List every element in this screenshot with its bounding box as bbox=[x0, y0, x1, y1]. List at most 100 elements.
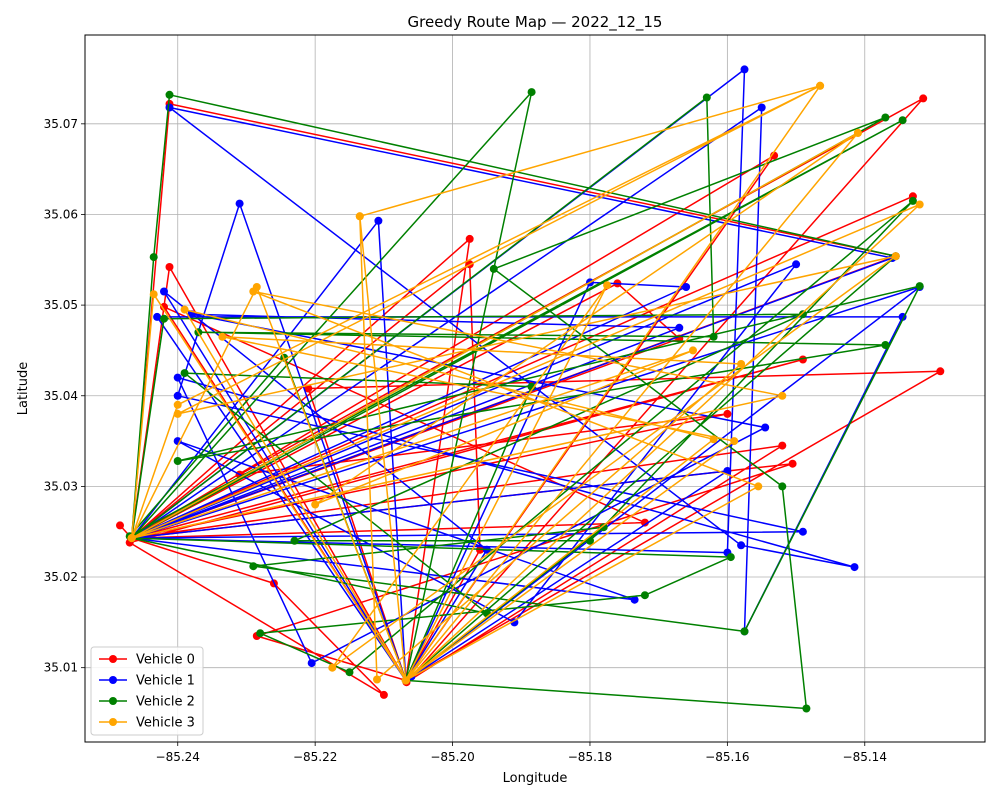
y-tick-label: 35.02 bbox=[44, 570, 78, 584]
route-point bbox=[160, 287, 168, 296]
route-line-vehicle-2 bbox=[128, 91, 921, 710]
route-point bbox=[290, 536, 299, 545]
route-point bbox=[355, 212, 364, 221]
route-point bbox=[603, 281, 612, 290]
route-point bbox=[908, 196, 917, 205]
route-point bbox=[816, 81, 825, 90]
route-point bbox=[898, 116, 907, 125]
x-tick-label: −85.24 bbox=[156, 750, 200, 764]
route-point bbox=[737, 360, 746, 368]
route-point bbox=[788, 459, 797, 468]
legend-item-vehicle-0: Vehicle 0 bbox=[99, 653, 195, 668]
y-tick-label: 35.03 bbox=[44, 479, 78, 493]
legend-label: Vehicle 1 bbox=[136, 674, 195, 689]
plot-frame bbox=[84, 34, 986, 743]
y-tick-label: 35.07 bbox=[44, 117, 78, 131]
route-point bbox=[754, 482, 763, 491]
route-point bbox=[778, 391, 787, 400]
x-tick-label: −85.14 bbox=[843, 750, 887, 764]
route-point bbox=[850, 563, 859, 572]
series-vehicle-1 bbox=[127, 65, 924, 685]
route-point bbox=[401, 676, 410, 685]
route-line-vehicle-3 bbox=[130, 85, 921, 682]
route-point bbox=[740, 65, 749, 74]
route-point bbox=[778, 441, 787, 450]
y-axis-label: Latitude bbox=[16, 362, 31, 416]
route-point bbox=[723, 409, 732, 418]
route-point bbox=[778, 482, 787, 491]
legend-label: Vehicle 2 bbox=[136, 695, 195, 710]
route-point bbox=[936, 367, 945, 376]
route-point bbox=[489, 264, 498, 273]
route-point bbox=[881, 341, 890, 349]
legend-marker bbox=[109, 676, 117, 684]
route-point bbox=[640, 518, 649, 527]
route-point bbox=[180, 369, 189, 378]
route-point bbox=[726, 553, 735, 562]
y-tick-label: 35.05 bbox=[44, 298, 78, 312]
route-point bbox=[915, 200, 924, 209]
route-point bbox=[599, 523, 608, 532]
route-point bbox=[345, 668, 354, 677]
y-tick-label: 35.04 bbox=[44, 389, 78, 403]
route-point bbox=[737, 541, 746, 550]
legend-box bbox=[90, 646, 204, 736]
route-point bbox=[757, 103, 766, 112]
legend: Vehicle 0 Vehicle 1 Vehicle 2 Vehicle 3 bbox=[90, 646, 204, 736]
route-line-vehicle-1 bbox=[130, 68, 921, 682]
route-point bbox=[853, 128, 862, 137]
route-point bbox=[630, 595, 639, 604]
route-point bbox=[116, 521, 124, 530]
route-point bbox=[709, 435, 718, 444]
route-point bbox=[328, 663, 337, 672]
route-point bbox=[640, 591, 649, 600]
route-point bbox=[127, 534, 136, 543]
route-point bbox=[891, 252, 900, 261]
route-point bbox=[761, 423, 770, 432]
route-point bbox=[373, 675, 381, 684]
route-point bbox=[527, 88, 536, 97]
route-point bbox=[218, 332, 227, 341]
route-point bbox=[798, 310, 807, 319]
series-vehicle-0 bbox=[116, 94, 945, 699]
route-point bbox=[730, 437, 739, 446]
route-point bbox=[675, 323, 684, 332]
x-tick-label: −85.16 bbox=[705, 750, 749, 764]
route-point bbox=[165, 103, 174, 112]
route-point bbox=[165, 90, 174, 99]
route-point bbox=[510, 618, 519, 627]
route-point bbox=[379, 690, 388, 699]
route-point bbox=[249, 287, 258, 296]
chart-title: Greedy Route Map — 2022_12_15 bbox=[408, 13, 663, 32]
route-point bbox=[160, 302, 168, 311]
legend-item-vehicle-1: Vehicle 1 bbox=[99, 674, 195, 689]
route-point bbox=[307, 659, 316, 668]
route-point bbox=[160, 314, 168, 323]
route-point bbox=[173, 400, 182, 409]
route-point bbox=[919, 94, 928, 103]
x-tick-label: −85.18 bbox=[568, 750, 612, 764]
route-point bbox=[256, 629, 265, 638]
route-point bbox=[180, 305, 189, 314]
route-point bbox=[798, 527, 807, 536]
route-point bbox=[465, 234, 474, 243]
route-point bbox=[249, 562, 258, 571]
route-point bbox=[689, 346, 697, 355]
legend-marker bbox=[109, 718, 117, 726]
route-point bbox=[586, 536, 594, 545]
route-point bbox=[304, 384, 313, 393]
route-point bbox=[173, 391, 182, 400]
route-point bbox=[915, 282, 924, 291]
route-point bbox=[173, 409, 182, 418]
legend-label: Vehicle 0 bbox=[136, 653, 195, 668]
legend-marker bbox=[109, 655, 117, 663]
x-tick-label: −85.20 bbox=[430, 750, 474, 764]
x-tick-label: −85.22 bbox=[293, 750, 337, 764]
route-point bbox=[740, 627, 749, 636]
route-point bbox=[374, 216, 383, 225]
legend-marker bbox=[109, 697, 117, 705]
route-point bbox=[165, 263, 174, 271]
route-point bbox=[153, 312, 162, 321]
legend-item-vehicle-2: Vehicle 2 bbox=[99, 695, 195, 710]
